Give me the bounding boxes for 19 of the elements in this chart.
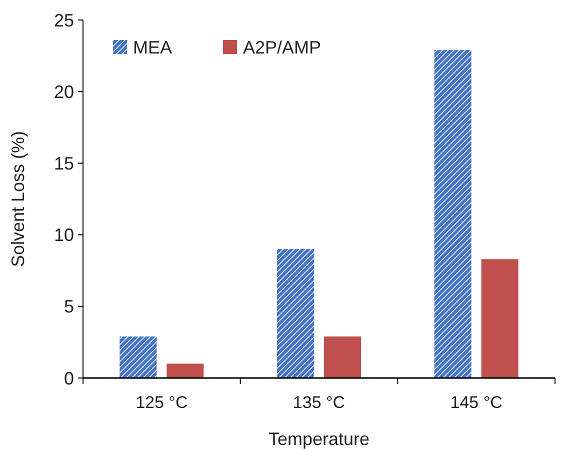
y-tick-label: 5	[64, 296, 74, 317]
legend-label: A2P/AMP	[243, 37, 322, 58]
bar	[481, 259, 518, 378]
x-axis-title: Temperature	[268, 429, 370, 449]
legend-label: MEA	[133, 37, 172, 58]
x-tick-label: 135 °C	[292, 393, 346, 412]
y-tick-label: 15	[54, 154, 74, 174]
bar	[277, 249, 314, 378]
y-tick-label: 20	[54, 82, 74, 102]
x-tick-label: 145 °C	[450, 393, 502, 412]
bar	[166, 364, 204, 378]
y-tick-label: 0	[64, 368, 74, 388]
y-tick-label: 25	[54, 10, 74, 30]
x-tick-label: 125 °C	[136, 393, 188, 412]
y-tick-label: 10	[54, 225, 74, 246]
bar	[434, 50, 472, 378]
y-axis-title: Solvent Loss (%)	[8, 130, 28, 268]
bar	[120, 336, 157, 378]
bar	[324, 336, 361, 378]
